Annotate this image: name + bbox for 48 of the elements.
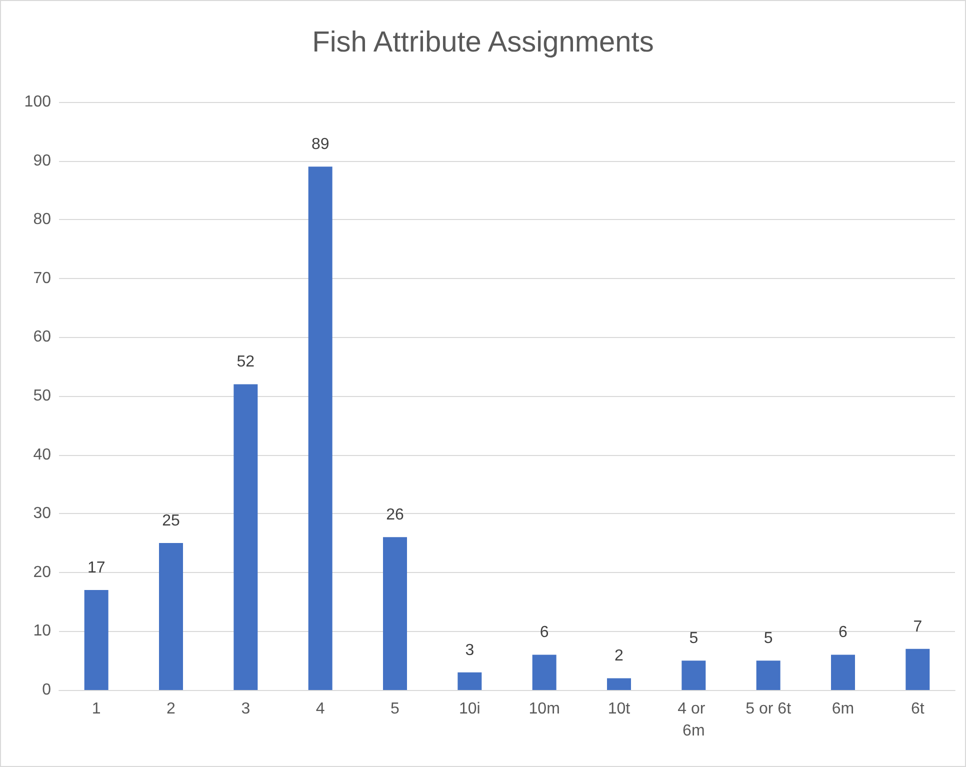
x-tick-label: 5 or 6t — [746, 700, 792, 718]
data-label: 89 — [311, 136, 330, 154]
x-tick-label: 1 — [92, 700, 101, 718]
x-tick-label: 6m — [832, 700, 854, 718]
bar — [756, 660, 780, 690]
bar — [607, 678, 631, 690]
x-tick-label: 10t — [608, 700, 631, 718]
y-tick-label: 70 — [33, 270, 52, 287]
y-tick-label: 40 — [33, 446, 52, 464]
data-label: 26 — [386, 506, 404, 524]
bar — [682, 660, 706, 690]
data-label: 6 — [540, 624, 549, 642]
chart-title: Fish Attribute Assignments — [312, 26, 654, 58]
y-tick-label: 0 — [42, 682, 52, 698]
data-label: 25 — [162, 512, 180, 530]
data-label: 7 — [913, 618, 922, 636]
x-tick-label: 3 — [241, 700, 250, 718]
x-tick-label: 2 — [166, 700, 176, 718]
y-tick-label: 30 — [33, 505, 52, 522]
data-label: 5 — [689, 630, 698, 648]
bar — [831, 654, 855, 690]
data-label: 6 — [838, 624, 848, 642]
data-label: 5 — [764, 630, 773, 648]
bar — [84, 590, 108, 690]
x-tick-label: 4 or 6m — [678, 700, 710, 740]
data-label: 17 — [87, 560, 106, 577]
x-tick-label: 4 — [316, 700, 325, 718]
data-label: 2 — [614, 648, 624, 665]
data-label: 3 — [465, 642, 474, 659]
y-tick-label: 20 — [33, 564, 52, 581]
bar — [234, 384, 258, 690]
y-tick-label: 80 — [33, 211, 52, 228]
y-tick-label: 50 — [33, 388, 52, 404]
x-tick-label: 10m — [528, 700, 560, 718]
x-tick-label: 10i — [458, 700, 480, 718]
bar — [308, 166, 332, 690]
bar — [383, 537, 407, 690]
y-tick-label: 90 — [33, 152, 52, 170]
x-tick-label: 5 — [390, 700, 400, 718]
y-tick-label: 100 — [24, 94, 52, 110]
y-tick-label: 10 — [33, 622, 52, 640]
x-tick-label: 6t — [910, 700, 925, 718]
data-label: 52 — [236, 354, 255, 371]
bar — [159, 543, 183, 690]
bar — [532, 654, 556, 690]
bar — [906, 648, 930, 690]
bar — [458, 672, 482, 690]
y-tick-label: 60 — [33, 328, 52, 346]
